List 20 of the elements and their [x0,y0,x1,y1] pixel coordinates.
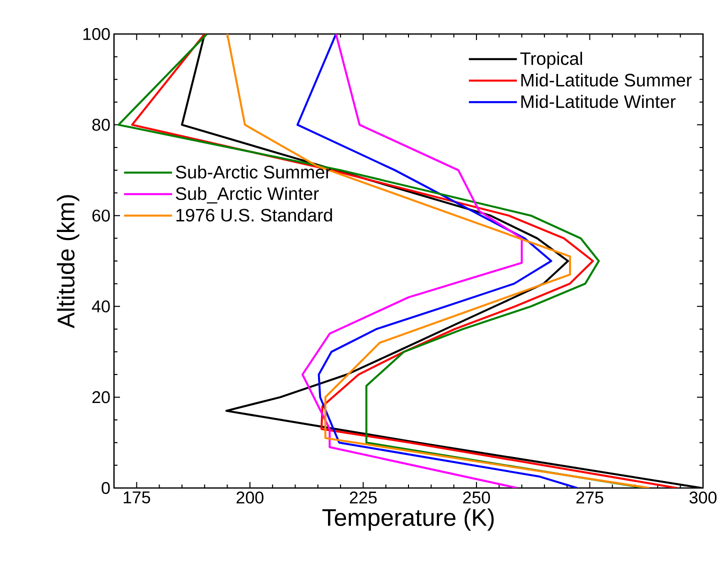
x-tick-label: 275 [576,492,604,504]
x-axis-title: Temperature (K) [322,508,494,531]
x-tick-label: 225 [350,492,377,504]
y-tick-label: 40 [92,300,110,312]
legend-label: 1976 U.S. Standard [176,208,332,222]
legend-label: Mid-Latitude Summer [521,73,692,87]
legend-label: Mid-Latitude Winter [521,94,676,108]
y-axis-title: Altitude (km) [56,195,80,328]
y-tick-label: 0 [102,482,110,494]
x-tick-label: 300 [689,492,717,504]
x-tick-label: 250 [463,492,490,504]
y-tick-label: 100 [83,28,110,40]
y-tick-label: 20 [92,391,110,404]
legend-label: Sub_Arctic Winter [176,186,319,204]
legend-label: Tropical [520,52,582,69]
x-tick-label: 200 [236,492,264,504]
y-tick-label: 80 [92,118,110,131]
y-tick-label: 60 [92,210,110,222]
x-tick-label: 175 [124,492,150,504]
legend-label: Sub-Arctic Summer [176,165,331,179]
